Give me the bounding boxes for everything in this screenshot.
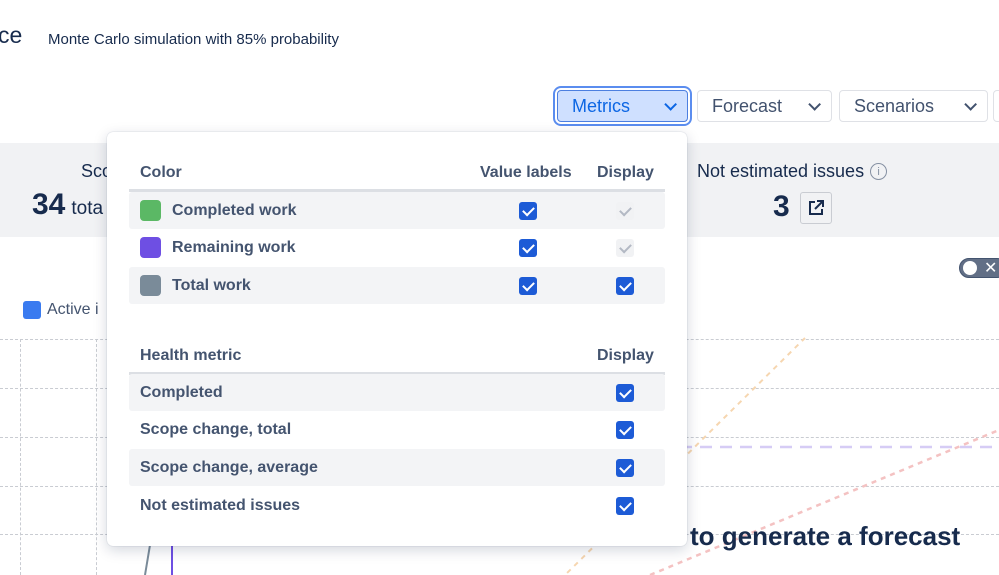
metrics-label: Metrics (572, 95, 630, 116)
display-checkbox[interactable] (616, 459, 634, 477)
value-labels-header: Value labels (480, 164, 572, 181)
scope-value: 34 (32, 188, 66, 221)
value-labels-checkbox[interactable] (519, 239, 537, 257)
open-link-button[interactable] (800, 192, 832, 224)
color-header: Color (140, 164, 182, 181)
metrics-popup: Color Value labels Display Completed wor… (107, 132, 687, 546)
health-row-scope-total: Scope change, total (129, 411, 665, 448)
color-swatch (140, 237, 161, 258)
value-labels-checkbox[interactable] (519, 202, 537, 220)
chevron-down-icon (664, 97, 677, 111)
row-label: Completed work (172, 201, 297, 219)
scope-unit: tota (71, 198, 104, 219)
color-swatch (140, 275, 161, 296)
grid-line (96, 339, 97, 575)
info-icon[interactable]: i (870, 163, 888, 180)
health-row-not-estimated: Not estimated issues (129, 487, 665, 524)
chevron-down-icon (808, 97, 821, 111)
row-label: Not estimated issues (140, 496, 301, 514)
external-link-icon (809, 200, 824, 215)
row-label: Scope change, average (140, 458, 318, 476)
forecast-label: Forecast (712, 95, 783, 116)
chart-toggle[interactable]: ✕ (959, 258, 999, 278)
page-title: ce (0, 22, 23, 48)
row-label: Completed (140, 383, 223, 401)
health-metric-header: Health metric (140, 347, 242, 364)
display-checkbox[interactable] (616, 384, 634, 402)
health-row-completed: Completed (129, 374, 665, 411)
scenarios-button[interactable]: Scenarios (839, 90, 988, 122)
health-row-scope-average: Scope change, average (129, 449, 665, 486)
more-button[interactable] (993, 90, 999, 122)
row-label: Remaining work (172, 238, 296, 256)
display-checkbox[interactable] (616, 497, 634, 515)
health-display-header: Display (597, 347, 654, 364)
display-checkbox-disabled (616, 239, 634, 257)
value-labels-checkbox[interactable] (519, 277, 537, 295)
not-estimated-value: 3 (773, 190, 790, 223)
grid-line (20, 339, 21, 575)
display-checkbox[interactable] (616, 277, 634, 295)
display-checkbox[interactable] (616, 421, 634, 439)
close-icon: ✕ (984, 260, 998, 277)
row-label: Total work (172, 276, 251, 294)
metrics-button[interactable]: Metrics (557, 90, 688, 122)
legend-label[interactable]: Active i (47, 301, 99, 318)
row-label: Scope change, total (140, 420, 292, 438)
legend-swatch (23, 301, 41, 319)
forecast-button[interactable]: Forecast (697, 90, 832, 122)
metric-row-completed-work: Completed work (129, 192, 665, 229)
metric-row-total-work: Total work (129, 267, 665, 304)
not-estimated-label: Not estimated issues (697, 161, 865, 181)
metric-row-remaining-work: Remaining work (129, 229, 665, 266)
total-work-line (144, 544, 151, 575)
scenarios-label: Scenarios (854, 95, 935, 116)
chevron-down-icon (964, 97, 977, 111)
display-checkbox-disabled (616, 202, 634, 220)
forecast-message: to generate a forecast (690, 521, 961, 551)
display-header: Display (597, 164, 654, 181)
forecast-line-red (649, 428, 999, 575)
page-subtitle: Monte Carlo simulation with 85% probabil… (48, 31, 339, 48)
color-swatch (140, 200, 161, 221)
scope-label: Sco (81, 161, 113, 181)
